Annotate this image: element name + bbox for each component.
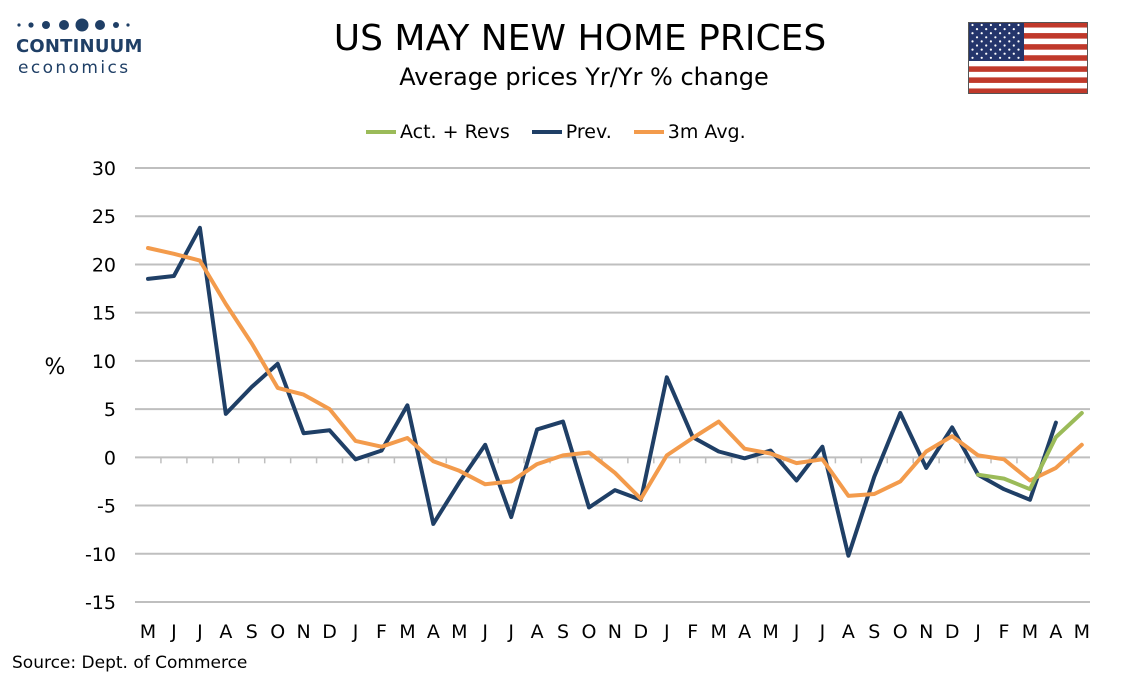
x-tick-label: D bbox=[634, 621, 649, 643]
x-tick-label: J bbox=[352, 621, 359, 643]
legend-item: Act. + Revs bbox=[366, 121, 510, 143]
y-tick-label: 0 bbox=[104, 447, 116, 469]
x-tick-label: J bbox=[196, 621, 203, 643]
legend-item: Prev. bbox=[531, 121, 612, 143]
x-tick-label: J bbox=[974, 621, 981, 643]
x-tick-label: M bbox=[140, 621, 156, 643]
y-tick-label: 20 bbox=[92, 254, 116, 276]
series-lines bbox=[146, 225, 1084, 558]
legend-label: 3m Avg. bbox=[667, 121, 746, 143]
x-tick-label: M bbox=[1022, 621, 1038, 643]
y-tick-label: -15 bbox=[85, 592, 116, 614]
chart-subtitle: Average prices Yr/Yr % change bbox=[399, 63, 769, 91]
x-tick-label: S bbox=[868, 621, 880, 643]
x-tick-label: O bbox=[270, 621, 285, 643]
logo-dots-icon bbox=[17, 18, 130, 32]
legend-swatch bbox=[531, 130, 562, 134]
x-tick-label: F bbox=[999, 621, 1010, 643]
x-tick-label: N bbox=[919, 621, 933, 643]
x-tick-label: M bbox=[1074, 621, 1090, 643]
x-tick-label: J bbox=[793, 621, 800, 643]
y-tick-label: 25 bbox=[92, 206, 116, 228]
y-tick-labels: 30 25 20 15 10 5 0 -5 -10 -15 bbox=[85, 158, 116, 614]
legend-label: Act. + Revs bbox=[400, 121, 510, 143]
continuum-logo: CONTINUUM economics bbox=[8, 12, 142, 82]
y-tick-label: 30 bbox=[92, 158, 116, 180]
x-tick-label: A bbox=[531, 621, 544, 643]
y-tick-label: 5 bbox=[104, 399, 116, 421]
x-tick-label: J bbox=[663, 621, 670, 643]
y-tick-label: 10 bbox=[92, 351, 116, 373]
x-tick-label: F bbox=[687, 621, 698, 643]
series-line-prev bbox=[146, 225, 1058, 558]
series-line-3m-avg bbox=[146, 246, 1084, 501]
x-tick-label: N bbox=[297, 621, 311, 643]
x-tick-label: A bbox=[842, 621, 855, 643]
chart-title: US MAY NEW HOME PRICES bbox=[333, 18, 827, 59]
x-tick-label: M bbox=[451, 621, 467, 643]
x-tick-label: J bbox=[507, 621, 514, 643]
y-tick-label: -5 bbox=[97, 496, 116, 518]
y-tick-label: 15 bbox=[92, 303, 116, 325]
x-tick-label: M bbox=[762, 621, 778, 643]
x-tick-label: F bbox=[376, 621, 387, 643]
x-tick-label: J bbox=[481, 621, 488, 643]
x-tick-label: N bbox=[608, 621, 622, 643]
x-tick-label: O bbox=[893, 621, 908, 643]
x-tick-label: D bbox=[322, 621, 337, 643]
x-tick-label: D bbox=[945, 621, 960, 643]
us-flag-icon bbox=[968, 22, 1088, 94]
legend-label: Prev. bbox=[565, 121, 612, 143]
x-tick-label: O bbox=[581, 621, 596, 643]
x-tick-label: S bbox=[557, 621, 569, 643]
x-tick-label: A bbox=[427, 621, 440, 643]
legend-swatch bbox=[366, 130, 396, 134]
chart-legend: Act. + Revs Prev. 3m Avg. bbox=[366, 120, 768, 144]
x-tick-label: J bbox=[170, 621, 177, 643]
x-tick-label: A bbox=[1049, 621, 1062, 643]
x-tick-label: M bbox=[399, 621, 415, 643]
logo-sub: economics bbox=[18, 58, 131, 78]
x-tick-label: A bbox=[738, 621, 751, 643]
x-tick-label: S bbox=[246, 621, 258, 643]
y-axis-label: % bbox=[45, 355, 66, 380]
legend-item: 3m Avg. bbox=[633, 121, 746, 143]
x-tick-label: A bbox=[219, 621, 232, 643]
x-tick-label: J bbox=[819, 621, 826, 643]
x-tick-label: M bbox=[710, 621, 726, 643]
y-tick-label: -10 bbox=[85, 544, 116, 566]
source-note: Source: Dept. of Commerce bbox=[12, 653, 248, 673]
series-line-act-revs bbox=[976, 411, 1084, 492]
logo-brand: CONTINUUM bbox=[16, 36, 143, 57]
legend-swatch bbox=[633, 130, 664, 134]
